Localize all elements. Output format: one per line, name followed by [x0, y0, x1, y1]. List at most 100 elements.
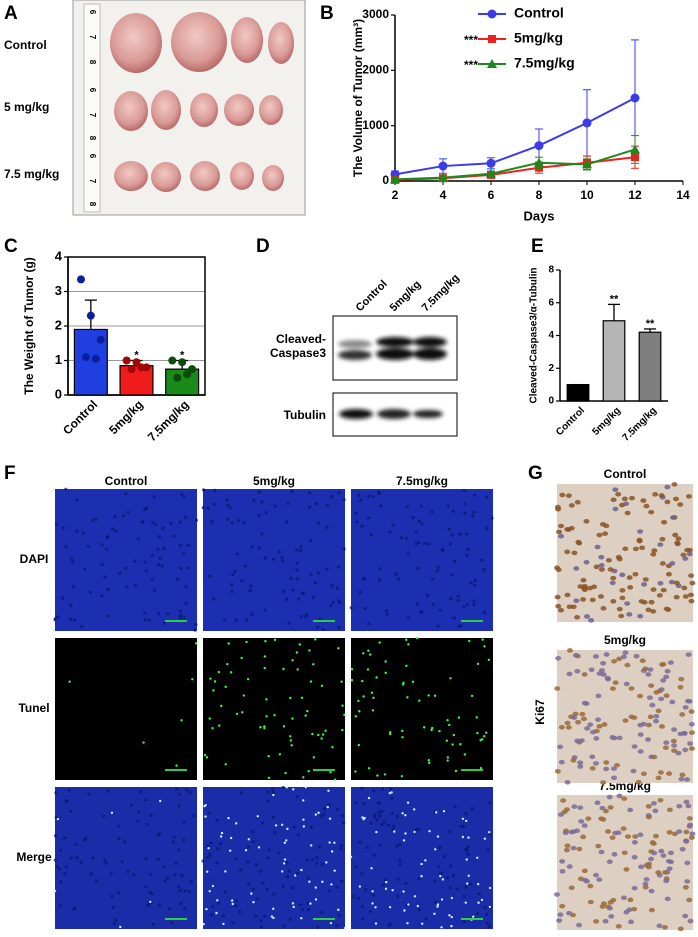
cell-nucleus [678, 676, 685, 682]
marker [487, 9, 497, 19]
apoptotic-cell [466, 882, 469, 885]
apoptotic-cell [314, 898, 318, 901]
apoptotic-cell [354, 715, 357, 718]
nucleus [488, 832, 493, 837]
nucleus [144, 569, 149, 573]
cell-nucleus [663, 606, 670, 612]
cell-nucleus [664, 484, 671, 490]
nucleus [157, 534, 161, 539]
nucleus [111, 905, 115, 910]
nucleus [382, 820, 386, 824]
nucleus [136, 537, 140, 541]
nucleus [416, 566, 420, 571]
cell-nucleus [643, 877, 650, 882]
cell-nucleus [557, 812, 564, 817]
nucleus [335, 923, 339, 928]
apoptotic-cell [235, 822, 238, 825]
cell-nucleus [588, 667, 595, 673]
nucleus [287, 621, 291, 625]
cell-nucleus [566, 671, 573, 677]
cell-nucleus [619, 588, 626, 593]
cell-nucleus [665, 858, 672, 864]
ruler-number: 6 [88, 154, 97, 159]
cell-nucleus [631, 840, 638, 845]
apoptotic-cell [341, 704, 344, 707]
nucleus [329, 494, 334, 499]
nucleus [398, 863, 402, 867]
nucleus [210, 520, 214, 524]
nucleus [406, 616, 410, 620]
apoptotic-cell [487, 658, 491, 661]
cell-nucleus [651, 754, 658, 760]
apoptotic-cell [475, 716, 478, 719]
nucleus [360, 786, 364, 790]
nucleus [362, 801, 366, 806]
apoptotic-cell [330, 883, 333, 886]
apoptotic-cell [229, 836, 233, 840]
apoptotic-cell [480, 898, 484, 902]
cell-nucleus [686, 547, 693, 553]
nucleus [430, 577, 435, 581]
nucleus [215, 861, 219, 865]
apoptotic-cell [218, 724, 221, 727]
cell-nucleus [577, 805, 584, 810]
nucleus [320, 862, 324, 866]
nucleus [377, 810, 381, 815]
cell-nucleus [555, 603, 562, 609]
nucleus [260, 500, 264, 504]
cell-nucleus [643, 503, 650, 509]
cell-nucleus [663, 693, 670, 698]
nucleus [356, 896, 360, 900]
nucleus [459, 824, 463, 828]
nucleus [221, 914, 226, 918]
data-point [127, 365, 136, 374]
nucleus [235, 552, 240, 556]
x-tick-label: 8 [536, 188, 543, 202]
cell-nucleus [642, 666, 649, 672]
y-tick-label: 2 [55, 317, 62, 332]
nucleus [433, 879, 437, 883]
apoptotic-cell [267, 776, 271, 780]
nucleus [390, 811, 394, 816]
apoptotic-cell [273, 713, 276, 717]
nucleus [485, 921, 490, 925]
nucleus [266, 856, 270, 860]
apoptotic-cell [446, 759, 449, 762]
nucleus [316, 521, 321, 525]
cell-nucleus [568, 503, 575, 508]
nucleus [395, 894, 400, 899]
cell-nucleus [626, 612, 633, 617]
nucleus [314, 502, 318, 506]
nucleus [208, 853, 212, 857]
cell-nucleus [587, 899, 594, 905]
apoptotic-cell [304, 714, 307, 717]
nucleus [358, 840, 362, 845]
cell-nucleus [645, 607, 652, 613]
cell-nucleus [583, 879, 590, 884]
nucleus [377, 490, 381, 494]
cell-nucleus [603, 523, 610, 529]
significance: ** [646, 318, 655, 330]
apoptotic-cell [149, 900, 152, 904]
cell-nucleus [574, 738, 581, 744]
cell-nucleus [663, 878, 670, 884]
cell-nucleus [637, 749, 644, 754]
nucleus [462, 919, 466, 924]
column-label: 5mg/kg [253, 474, 295, 488]
apoptotic-cell [343, 713, 346, 717]
cell-nucleus [660, 678, 667, 683]
apoptotic-cell [421, 922, 424, 925]
nucleus [462, 824, 466, 829]
cell-nucleus [662, 745, 669, 751]
nucleus [445, 876, 450, 880]
apoptotic-cell [388, 791, 391, 795]
cell-nucleus [559, 869, 566, 874]
nucleus [295, 548, 299, 552]
micrograph [55, 787, 197, 929]
apoptotic-cell [450, 896, 454, 900]
apoptotic-cell [321, 733, 325, 736]
x-tick-label: 2 [392, 188, 399, 202]
cell-nucleus [573, 598, 580, 604]
cell-nucleus [598, 567, 605, 572]
nucleus [308, 491, 312, 495]
